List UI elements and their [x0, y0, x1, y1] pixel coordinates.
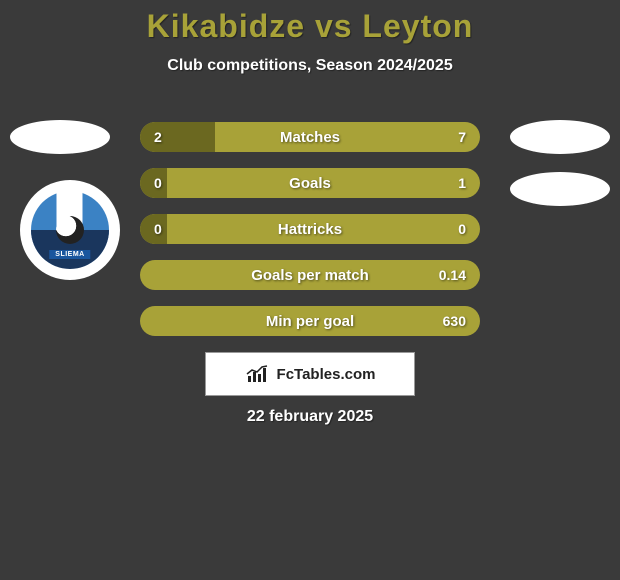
chart-icon [245, 364, 271, 384]
soccer-ball-icon [56, 216, 84, 244]
stat-right-value: 0 [458, 214, 466, 244]
stat-label: Goals per match [140, 260, 480, 290]
subtitle: Club competitions, Season 2024/2025 [0, 57, 620, 75]
stat-row: Goals per match0.14 [140, 260, 480, 290]
attribution-badge[interactable]: FcTables.com [205, 352, 415, 396]
stat-row: 2Matches7 [140, 122, 480, 152]
stats-list: 2Matches70Goals10Hattricks0Goals per mat… [140, 122, 480, 352]
stat-right-value: 0.14 [439, 260, 466, 290]
attribution-text: FcTables.com [277, 366, 376, 383]
stat-right-value: 1 [458, 168, 466, 198]
stat-right-value: 7 [458, 122, 466, 152]
player-photo-right [510, 120, 610, 154]
stat-label: Matches [140, 122, 480, 152]
stat-row: 0Goals1 [140, 168, 480, 198]
stat-row: 0Hattricks0 [140, 214, 480, 244]
club-badge-left: SLIEMA [20, 180, 120, 280]
page-title: Kikabidze vs Leyton [0, 0, 620, 45]
stat-right-value: 630 [443, 306, 466, 336]
player-photo-left [10, 120, 110, 154]
stat-row: Min per goal630 [140, 306, 480, 336]
stat-label: Goals [140, 168, 480, 198]
club-badge-label: SLIEMA [49, 250, 90, 259]
date-text: 22 february 2025 [0, 408, 620, 426]
stat-label: Min per goal [140, 306, 480, 336]
stat-label: Hattricks [140, 214, 480, 244]
club-badge-right [510, 172, 610, 206]
